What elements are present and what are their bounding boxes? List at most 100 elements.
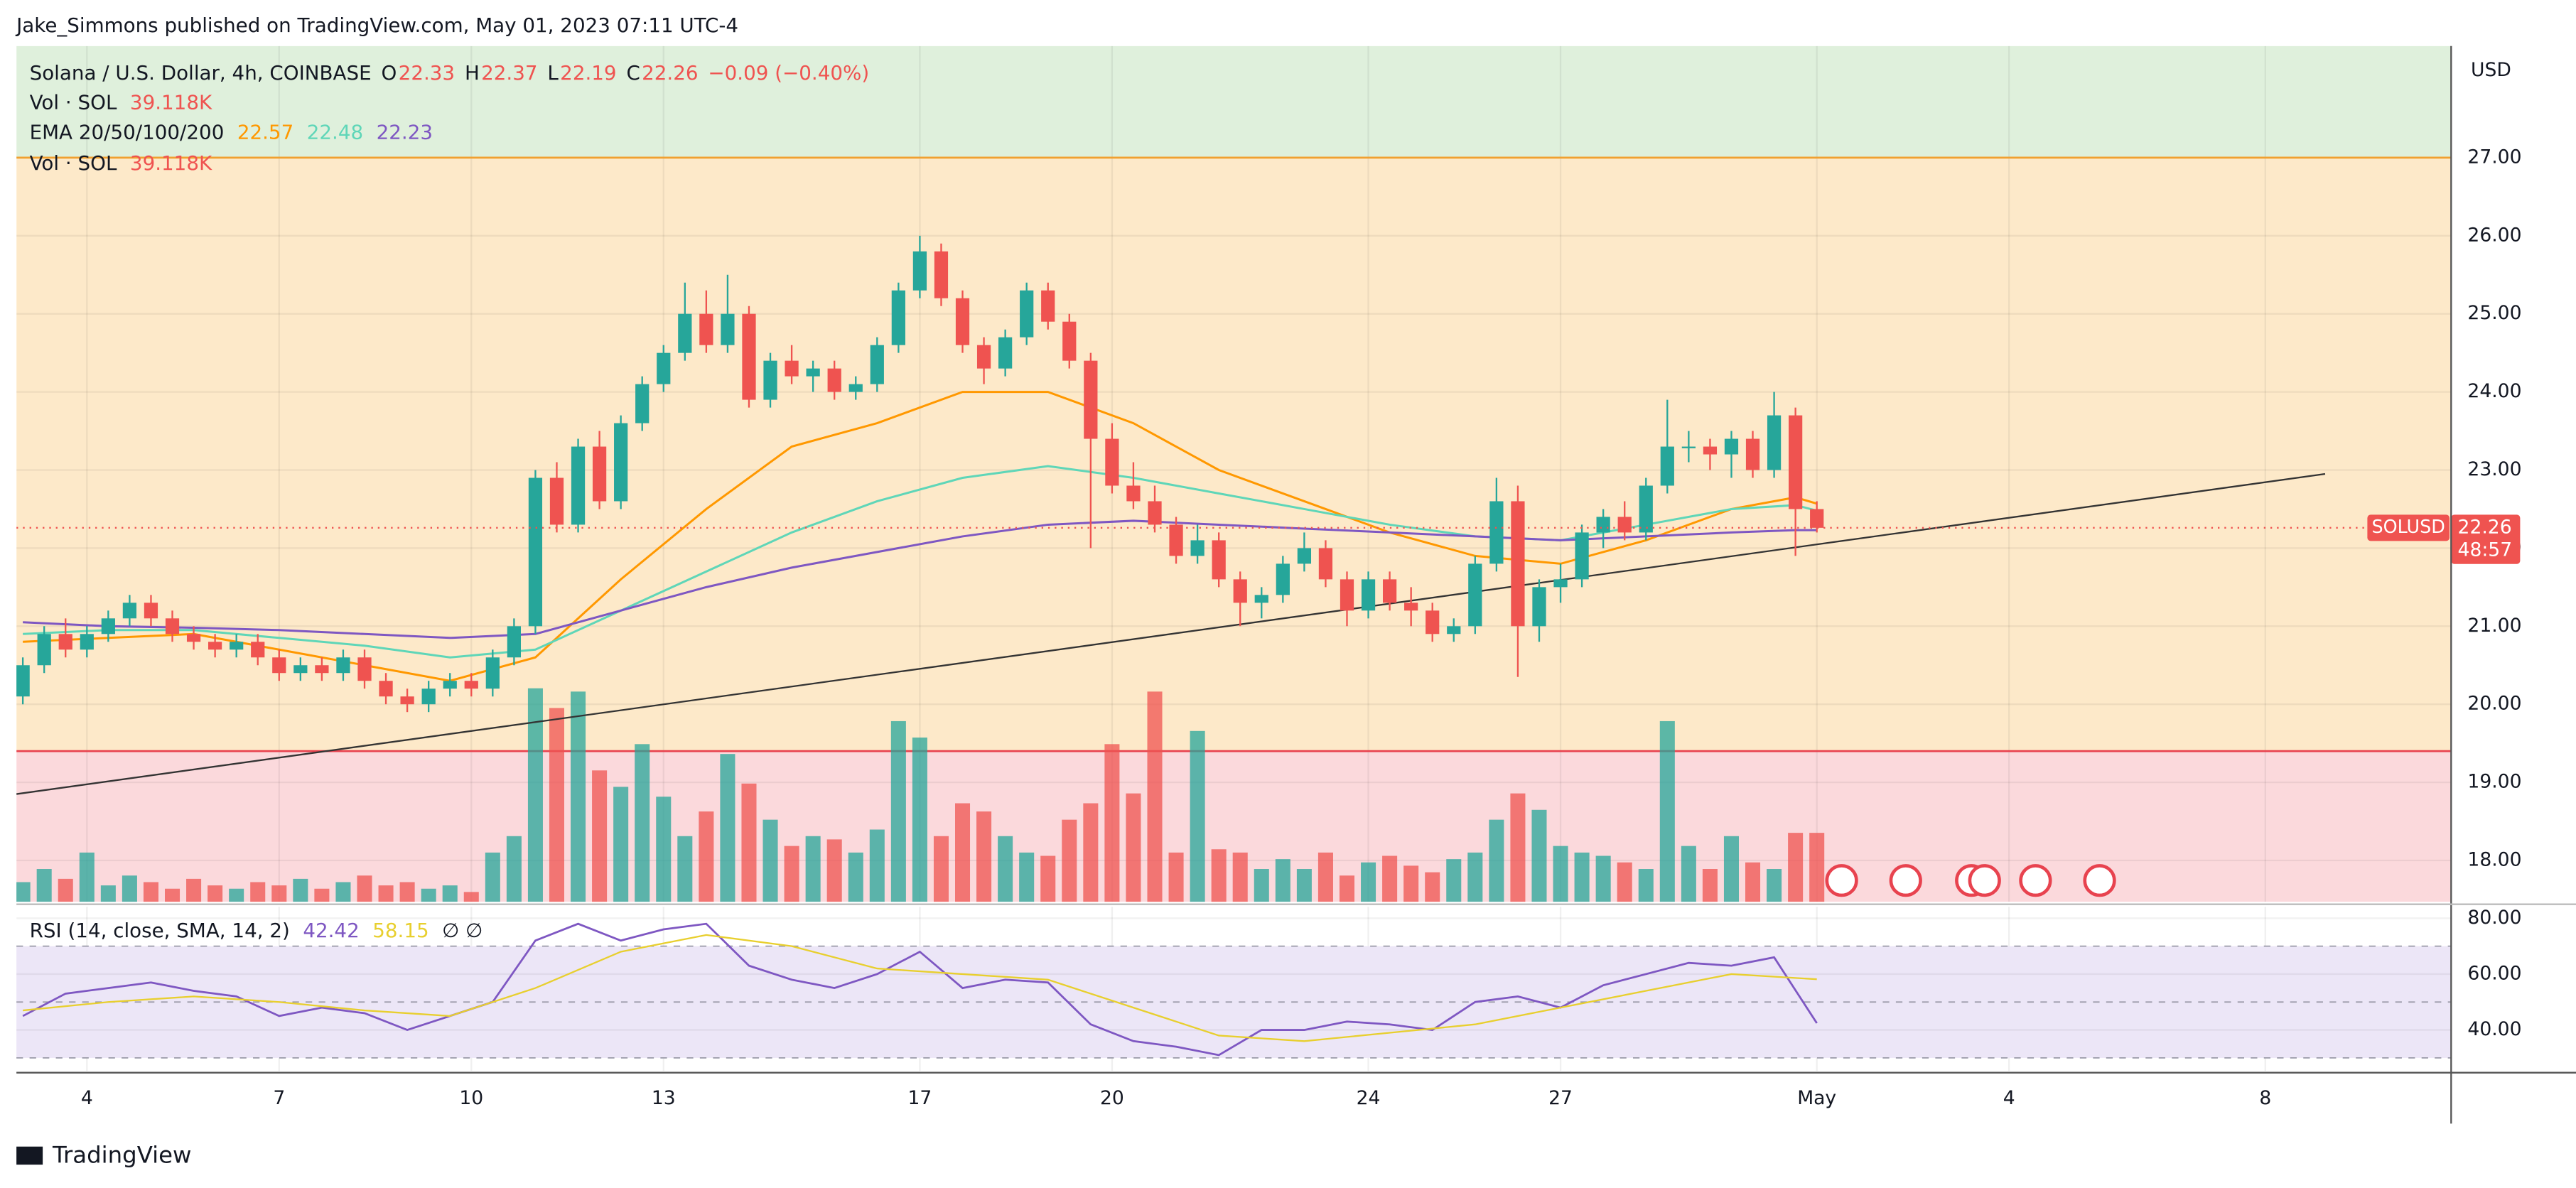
volume-bar [741, 783, 757, 902]
volume-bar [1403, 865, 1419, 902]
volume-bar [1147, 691, 1163, 902]
candle-body [251, 642, 265, 658]
line-series [23, 465, 1818, 659]
candle-body [443, 681, 457, 689]
volume-bar [1702, 869, 1718, 902]
legend-text: Vol · SOL [30, 91, 117, 114]
candle-body [315, 665, 329, 674]
candle-body [165, 618, 180, 634]
candle-body [1767, 415, 1782, 470]
candle-body [1681, 446, 1696, 448]
candle-body [1276, 563, 1290, 595]
volume-bar [1617, 862, 1632, 902]
flag[interactable] [1968, 864, 2001, 897]
volume-bar [1275, 859, 1290, 902]
candle-body [101, 618, 115, 634]
candle-body [657, 352, 671, 384]
x-tick-label: 27 [1548, 1087, 1573, 1109]
flag[interactable] [1889, 864, 1922, 897]
candle-body [122, 603, 137, 619]
volume-bar [998, 836, 1013, 902]
candle-body [891, 290, 905, 345]
candle-body [1148, 501, 1162, 525]
line-series [23, 934, 1817, 1042]
volume-bar [1296, 869, 1312, 902]
legend-text: 58.15 [372, 919, 429, 942]
candle-body [1041, 290, 1055, 322]
x-tick-label: 13 [652, 1087, 676, 1109]
line-series [23, 391, 1818, 682]
volume-bar [1531, 809, 1547, 902]
candle-body [678, 313, 692, 353]
x-tick-label: 17 [907, 1087, 932, 1109]
publisher: Jake_Simmons published on TradingView.co… [15, 14, 738, 37]
candle-body [1169, 524, 1183, 556]
volume-bar [1681, 846, 1696, 902]
volume-bar [784, 846, 799, 902]
legend-text: 22.48 [307, 120, 363, 144]
candle-body [1340, 579, 1354, 611]
candle-body [1724, 438, 1739, 455]
candle-body [528, 477, 543, 627]
y-tick-label: 20.00 [2467, 693, 2521, 715]
volume-bar [1190, 730, 1205, 902]
candle-body [1575, 532, 1589, 580]
candle-body [1617, 517, 1632, 533]
candle-body [592, 446, 607, 502]
volume-bar [1104, 744, 1120, 902]
volume-bar [1211, 849, 1227, 902]
event-flags [1825, 864, 2116, 897]
volume-bar [1809, 833, 1825, 902]
volume-bar [955, 803, 971, 902]
volume-bar [1382, 855, 1398, 902]
volume-bar [1467, 852, 1483, 902]
candle-body [976, 345, 991, 369]
candle-body [635, 384, 650, 423]
candle-body [1084, 360, 1098, 439]
candle-body [1745, 438, 1760, 470]
candle-body [80, 634, 94, 650]
legend-text: 22.19 [560, 61, 616, 85]
legend-text: C [626, 61, 640, 85]
countdown: 48:57 [2458, 539, 2513, 561]
legend-text: L [547, 61, 559, 85]
volume-bar [164, 888, 180, 902]
x-tick-label: May [1797, 1087, 1836, 1109]
volume-bar [378, 885, 394, 902]
flag[interactable] [1825, 864, 1858, 897]
legend-text: Vol · SOL [30, 151, 117, 175]
flag[interactable] [2083, 864, 2116, 897]
volume-bar [122, 875, 137, 902]
volume-bar [1339, 875, 1355, 902]
y-tick-label: 18.00 [2467, 848, 2521, 870]
volume-bar [635, 744, 650, 902]
candle-body [507, 626, 521, 658]
y-tick-label: 27.00 [2467, 146, 2521, 168]
volume-bar [1659, 720, 1675, 902]
trendline [16, 472, 2326, 795]
y-tick-label: 21.00 [2467, 615, 2521, 637]
volume-bar [1553, 846, 1568, 902]
candle-body [1660, 446, 1674, 486]
candle-body [806, 368, 820, 377]
candle-body [1382, 579, 1397, 603]
volume-bar [1317, 852, 1333, 902]
volume-bar [869, 829, 885, 902]
volume-bar [1425, 872, 1440, 902]
volume-bar [229, 888, 244, 902]
flag[interactable] [2019, 864, 2052, 897]
candle-body [1789, 415, 1803, 509]
volume-bar [1361, 862, 1376, 902]
volume-bar [506, 836, 522, 902]
x-tick-label: 10 [459, 1087, 483, 1109]
volume-bar [1745, 862, 1761, 902]
volume-bar [976, 811, 992, 902]
candle-body [1190, 540, 1205, 556]
volume-bar [58, 878, 73, 902]
y-tick-label: 19.00 [2467, 771, 2521, 793]
candle-body [1532, 587, 1546, 627]
candle-body [549, 477, 564, 525]
volume-bar [399, 882, 415, 902]
candle-body [208, 642, 222, 650]
